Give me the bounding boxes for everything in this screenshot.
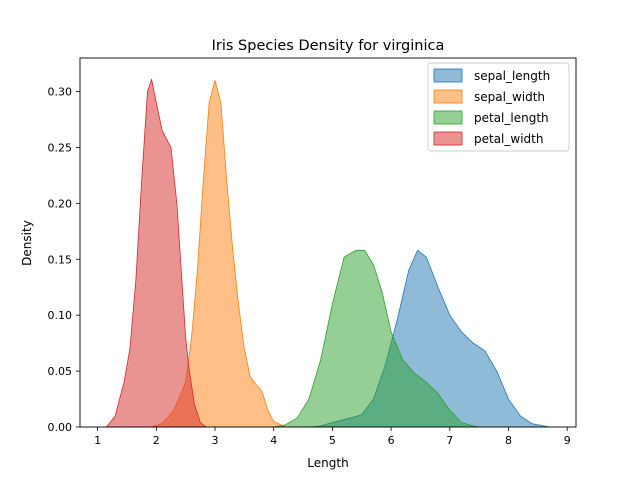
legend-label-sepal-length: sepal_length [474, 69, 550, 83]
y-tick-label: 0.10 [48, 309, 73, 322]
legend-box [427, 62, 570, 152]
legend-label-sepal-width: sepal_width [474, 90, 545, 104]
legend-swatch-sepal-width [433, 89, 463, 104]
density-area-petal-width [106, 78, 207, 428]
legend-swatch-sepal-length [433, 68, 463, 83]
y-tick-label: 0.25 [48, 141, 73, 154]
y-tick-label: 0.30 [48, 86, 73, 99]
x-tick-label: 5 [329, 434, 336, 447]
density-areas [106, 78, 550, 428]
legend-swatch-petal-length [433, 110, 463, 125]
legend-items: sepal_length sepal_width petal_lengthpetal… [433, 68, 550, 146]
x-tick-label: 7 [446, 434, 453, 447]
x-tick-label: 2 [153, 434, 160, 447]
legend-label-petal-width: petal_width [474, 132, 543, 146]
y-tick-label: 0.05 [48, 365, 73, 378]
x-axis-label: Length [307, 456, 348, 470]
x-tick-label: 3 [212, 434, 219, 447]
legend-label-petal-length: petal_length [474, 111, 549, 125]
x-tick-label: 1 [94, 434, 101, 447]
y-tick-label: 0.00 [48, 421, 73, 434]
x-tick-label: 6 [388, 434, 395, 447]
x-tick-label: 4 [270, 434, 277, 447]
y-axis-label: Density [20, 220, 34, 266]
legend-swatch-petal-width [433, 131, 463, 146]
plot-frame [79, 57, 577, 428]
density-area-petal-length [273, 249, 480, 428]
y-tick-label: 0.20 [48, 197, 73, 210]
chart-title: Iris Species Density for virginica [212, 38, 445, 54]
y-axis: 0.00 0.05 0.10 0.15 0.20 0.25 0.30 [48, 86, 80, 434]
x-tick-label: 9 [564, 434, 571, 447]
x-tick-label: 8 [505, 434, 512, 447]
y-tick-label: 0.15 [48, 253, 73, 266]
x-axis: 1 2 3 4 5 6 7 8 9 [94, 427, 571, 447]
legend: sepal_length sepal_width petal_lengthpetal… [427, 62, 570, 152]
